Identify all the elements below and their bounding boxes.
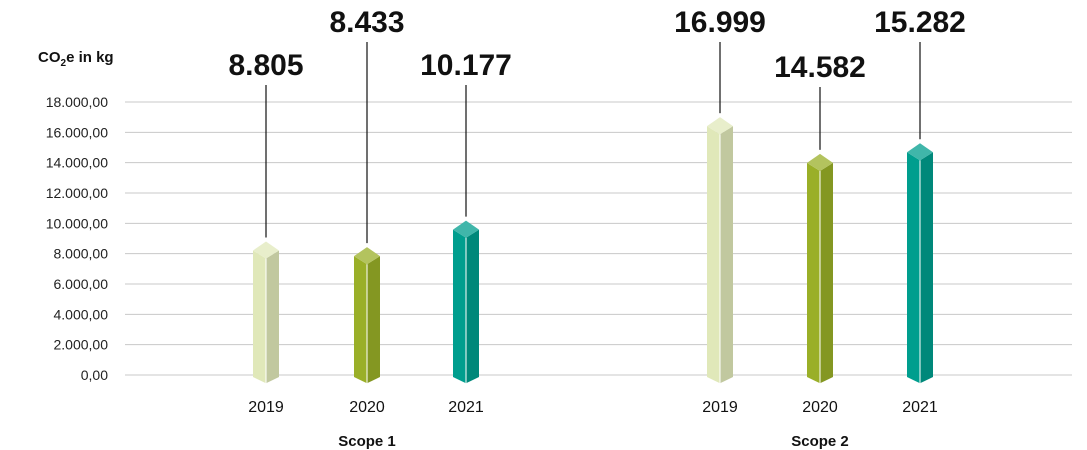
data-label: 8.433 bbox=[329, 6, 404, 39]
x-tick-label: 2021 bbox=[448, 399, 484, 416]
bar-top-face bbox=[807, 153, 833, 171]
gridlines bbox=[125, 101, 1072, 376]
y-tick-label: 8.000,00 bbox=[54, 246, 109, 262]
y-tick-label: 2.000,00 bbox=[54, 337, 109, 353]
x-tick-label: 2020 bbox=[802, 399, 838, 416]
bar-right-face bbox=[466, 229, 479, 384]
y-tick-labels: 0,00 2.000,00 4.000,00 6.000,00 8.000,00 10.0… bbox=[46, 94, 109, 383]
bar-left-face bbox=[907, 152, 920, 384]
bar-right-face bbox=[720, 126, 733, 384]
y-axis-label: CO2e in kg bbox=[38, 49, 114, 69]
y-tick-label: 4.000,00 bbox=[54, 306, 109, 322]
bar-left-face bbox=[253, 250, 266, 384]
bar-left-face bbox=[453, 229, 466, 384]
leader-lines bbox=[265, 42, 921, 244]
group-labels: Scope 1 Scope 2 bbox=[338, 433, 849, 450]
y-tick-label: 6.000,00 bbox=[54, 276, 109, 292]
data-label: 10.177 bbox=[420, 49, 512, 82]
data-label: 15.282 bbox=[874, 6, 966, 39]
bar bbox=[354, 247, 380, 384]
group-label: Scope 1 bbox=[338, 433, 396, 450]
data-label: 16.999 bbox=[674, 6, 766, 39]
bar-top-face bbox=[354, 247, 380, 265]
y-tick-label: 0,00 bbox=[81, 367, 108, 383]
bar-left-face bbox=[354, 256, 367, 384]
bars bbox=[253, 117, 933, 384]
bar-top-face bbox=[707, 117, 733, 135]
bar bbox=[253, 241, 279, 384]
data-label: 14.582 bbox=[774, 51, 866, 84]
bar-top-face bbox=[907, 143, 933, 161]
bar bbox=[807, 153, 833, 384]
bar-left-face bbox=[807, 162, 820, 384]
bar-top-face bbox=[453, 220, 479, 238]
y-tick-label: 14.000,00 bbox=[46, 155, 108, 171]
bar-right-face bbox=[920, 152, 933, 384]
x-tick-labels: 2019 2020 2021 2019 2020 2021 bbox=[248, 399, 938, 416]
bar-right-face bbox=[820, 162, 833, 384]
bar-top-face bbox=[253, 241, 279, 259]
x-tick-label: 2020 bbox=[349, 399, 385, 416]
bar-left-face bbox=[707, 126, 720, 384]
bar bbox=[907, 143, 933, 384]
bar-right-face bbox=[367, 256, 380, 384]
bar-right-face bbox=[266, 250, 279, 384]
x-tick-label: 2021 bbox=[902, 399, 938, 416]
y-tick-label: 10.000,00 bbox=[46, 215, 108, 231]
y-tick-label: 16.000,00 bbox=[46, 124, 108, 140]
y-tick-label: 12.000,00 bbox=[46, 185, 108, 201]
bar bbox=[453, 220, 479, 384]
data-label: 8.805 bbox=[228, 49, 303, 82]
x-tick-label: 2019 bbox=[702, 399, 738, 416]
x-tick-label: 2019 bbox=[248, 399, 284, 416]
y-tick-label: 18.000,00 bbox=[46, 94, 108, 110]
group-label: Scope 2 bbox=[791, 433, 849, 450]
bar bbox=[707, 117, 733, 384]
